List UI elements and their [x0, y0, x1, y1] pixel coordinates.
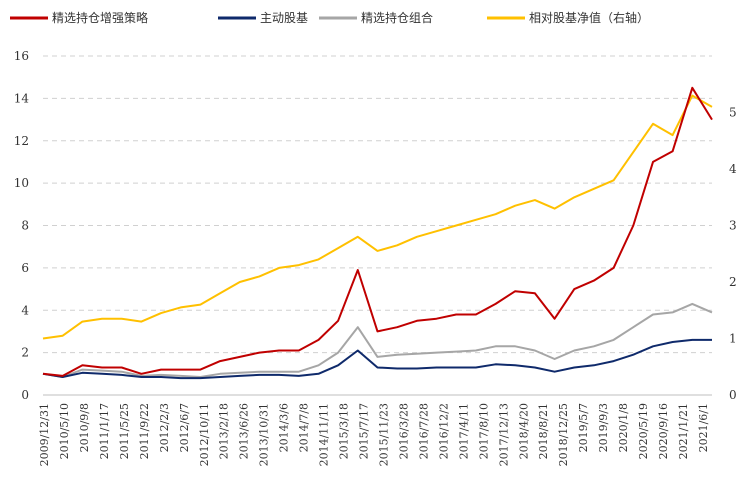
- x-tick-label: 2009/12/31: [38, 403, 51, 466]
- x-tick-label: 2010/9/8: [78, 403, 91, 452]
- x-tick-label: 2013/10/31: [258, 403, 271, 466]
- y-right-tick-label: 3: [729, 219, 737, 233]
- series-line-portfolio: [42, 302, 713, 378]
- y-left-tick-label: 2: [21, 346, 29, 360]
- x-tick-label: 2020/1/8: [617, 403, 630, 452]
- x-tick-label: 2016/12/2: [437, 403, 450, 459]
- y-left-tick-label: 12: [14, 134, 29, 148]
- x-tick-label: 2014/11/11: [318, 403, 331, 466]
- series-line-relative: [42, 94, 713, 340]
- y-right-tick-label: 2: [729, 275, 737, 289]
- y-left-tick-label: 8: [21, 219, 29, 233]
- legend-label-enhanced: 精选持仓增强策略: [52, 10, 148, 25]
- x-tick-label: 2020/9/16: [657, 403, 670, 459]
- x-tick-label: 2020/5/19: [637, 403, 650, 459]
- x-tick-label: 2014/7/8: [298, 403, 311, 452]
- y-left-tick-label: 4: [21, 303, 29, 317]
- x-tick-label: 2017/8/10: [477, 403, 490, 459]
- x-tick-label: 2016/7/28: [417, 403, 430, 459]
- y-left-tick-label: 0: [21, 388, 29, 402]
- x-tick-label: 2010/5/10: [58, 403, 71, 459]
- y-left-tick-label: 16: [14, 49, 29, 63]
- legend-label-active: 主动股基: [260, 11, 308, 25]
- x-tick-label: 2011/9/22: [138, 403, 151, 459]
- y-right-tick-label: 1: [729, 332, 737, 346]
- x-tick-label: 2013/2/18: [218, 403, 231, 459]
- legend: 精选持仓增强策略 主动股基 精选持仓组合 相对股基净值（右轴）: [10, 10, 649, 25]
- series-line-enhanced: [42, 86, 713, 377]
- x-tick-label: 2011/5/25: [118, 403, 131, 459]
- x-tick-label: 2018/4/20: [517, 403, 530, 459]
- x-tick-label: 2017/12/13: [497, 403, 510, 466]
- y-right-tick-label: 0: [729, 388, 737, 402]
- x-tick-label: 2021/6/1: [697, 403, 710, 452]
- x-tick-label: 2015/11/23: [377, 403, 390, 466]
- x-tick-label: 2017/4/11: [457, 403, 470, 459]
- x-tick-label: 2021/1/21: [677, 403, 690, 459]
- series-line-active: [42, 338, 712, 380]
- x-tick-label: 2019/5/7: [577, 403, 590, 452]
- x-tick-label: 2018/12/25: [557, 403, 570, 466]
- y-left-tick-label: 14: [14, 91, 30, 105]
- x-tick-label: 2019/9/3: [597, 403, 610, 452]
- y-left-tick-label: 10: [14, 176, 29, 190]
- x-tick-label: 2018/8/21: [537, 403, 550, 459]
- x-tick-label: 2013/6/26: [238, 403, 251, 459]
- y-right-tick-label: 4: [729, 162, 737, 176]
- grid-layer: [43, 55, 712, 354]
- x-tick-label: 2012/10/11: [198, 403, 211, 466]
- y-right-tick-label: 5: [729, 106, 737, 120]
- x-tick-label: 2014/3/6: [278, 403, 291, 452]
- legend-label-portfolio: 精选持仓组合: [361, 10, 433, 25]
- series-layer: [42, 86, 713, 380]
- x-tick-label: 2015/7/17: [358, 403, 371, 459]
- x-tick-label: 2011/1/17: [98, 403, 111, 459]
- x-tick-label: 2012/6/7: [178, 403, 191, 452]
- x-tick-label: 2015/3/18: [338, 403, 351, 459]
- legend-label-relative: 相对股基净值（右轴）: [529, 10, 649, 25]
- x-tick-label: 2012/2/3: [158, 403, 171, 452]
- y-left-tick-label: 6: [21, 261, 29, 275]
- x-tick-label: 2016/3/28: [397, 403, 410, 459]
